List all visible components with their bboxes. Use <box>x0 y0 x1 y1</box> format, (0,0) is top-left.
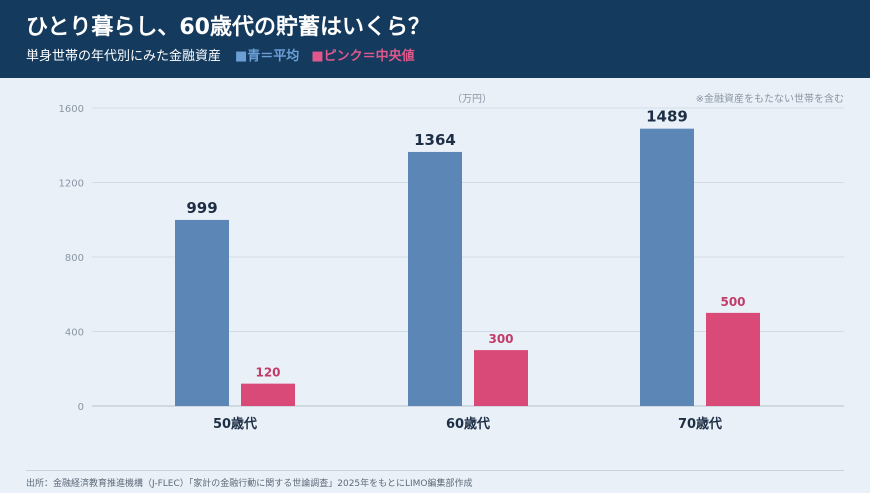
y-tick-label: 1200 <box>59 179 84 190</box>
unit-label: （万円） <box>452 94 492 105</box>
page-title: ひとり暮らし、60歳代の貯蓄はいくら？ <box>26 15 430 40</box>
bar-median <box>474 350 528 406</box>
y-tick-label: 400 <box>65 328 84 339</box>
category-label: 60歳代 <box>446 416 490 432</box>
category-label: 50歳代 <box>213 416 257 432</box>
header: ひとり暮らし、60歳代の貯蓄はいくら？ 単身世帯の年代別にみた金融資産 ■青＝平均… <box>0 0 870 78</box>
y-tick-label: 0 <box>78 402 84 413</box>
data-label-median: 500 <box>720 295 745 309</box>
data-label-average: 1364 <box>414 131 456 149</box>
y-tick-label: 800 <box>65 253 84 264</box>
note-text: ※金融資産をもたない世帯を含む <box>695 94 844 105</box>
bar-median <box>706 312 760 406</box>
bar-average <box>408 151 462 406</box>
subtitle-text: 単身世帯の年代別にみた金融資産 <box>26 49 222 64</box>
source-text: 出所：金融経済教育推進機構（J-FLEC）「家計の金融行動に関する世論調査」20… <box>26 479 473 489</box>
category-label: 70歳代 <box>678 416 722 432</box>
data-label-average: 999 <box>186 199 217 217</box>
bar-average <box>640 128 694 406</box>
y-tick-label: 1600 <box>59 104 84 115</box>
legend-median: ■ピンク＝中央値 <box>311 49 415 64</box>
data-label-median: 300 <box>488 332 513 346</box>
data-label-median: 120 <box>255 366 280 380</box>
legend-average: ■青＝平均 <box>235 49 300 64</box>
bar-median <box>241 383 295 406</box>
data-label-average: 1489 <box>646 108 688 126</box>
page-subtitle: 単身世帯の年代別にみた金融資産 ■青＝平均 ■ピンク＝中央値 <box>26 45 415 64</box>
bar-average <box>175 219 229 406</box>
footer-divider <box>26 470 844 471</box>
